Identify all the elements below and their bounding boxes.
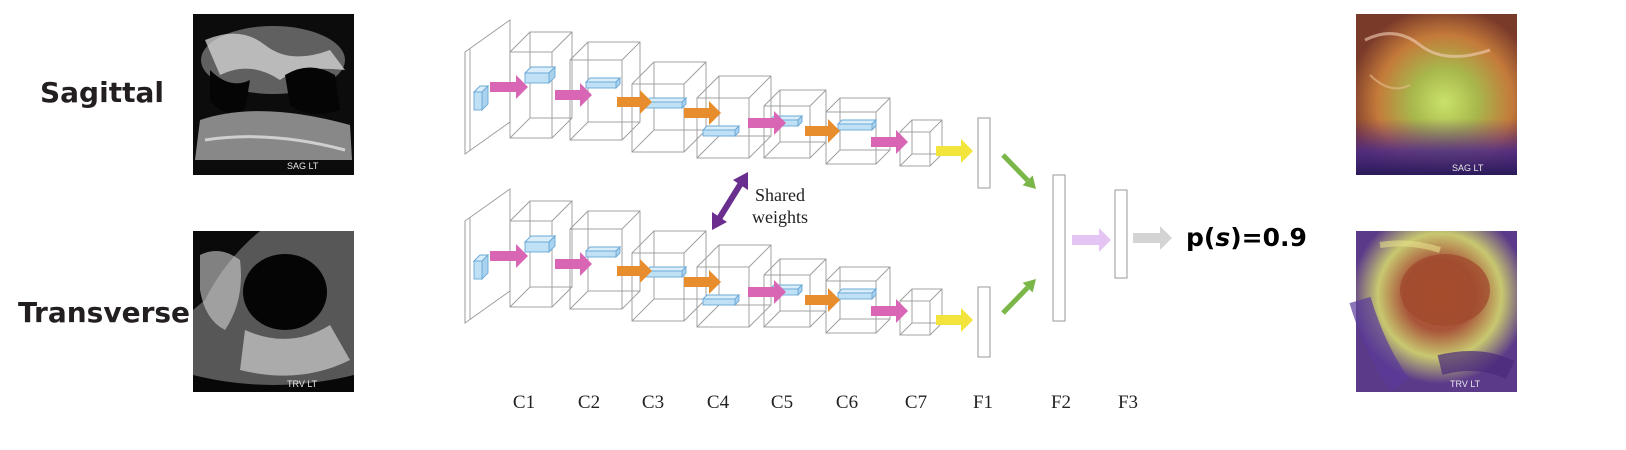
shared-weights-arrow bbox=[712, 172, 748, 230]
sagittal-arrow-5 bbox=[748, 111, 786, 135]
fusion-layers bbox=[1001, 153, 1172, 322]
sagittal-c7-volume bbox=[899, 119, 943, 167]
transverse-c3-kernel bbox=[644, 265, 688, 279]
probability-output: p(s)=0.9 bbox=[1186, 223, 1307, 252]
transverse-input-kernel bbox=[472, 253, 490, 281]
probability-variable: s bbox=[1215, 223, 1230, 252]
sagittal-arrow-4 bbox=[684, 101, 721, 125]
sagittal-c4-kernel bbox=[701, 124, 741, 138]
sagittal-c3-volume bbox=[631, 61, 707, 153]
transverse-c4-kernel bbox=[701, 293, 741, 307]
transverse-ultrasound-image: TRV LT bbox=[193, 231, 354, 392]
transverse-image-tag: TRV LT bbox=[287, 379, 318, 389]
probability-suffix: )=0.9 bbox=[1230, 223, 1307, 252]
layer-label-c5: C5 bbox=[771, 392, 793, 413]
layer-label-f3: F3 bbox=[1118, 392, 1138, 413]
sagittal-heatmap-tag: SAG LT bbox=[1452, 163, 1484, 173]
transverse-arrow-1 bbox=[490, 244, 528, 268]
transverse-heatmap-tag: TRV LT bbox=[1450, 379, 1481, 389]
sagittal-f1-slab bbox=[977, 117, 991, 189]
sagittal-cnn-branch bbox=[464, 19, 991, 189]
probability-prefix: p( bbox=[1186, 223, 1215, 252]
sagittal-ultrasound-image: SAG LT bbox=[193, 14, 354, 175]
transverse-c1-volume bbox=[509, 200, 573, 308]
gray-arrow bbox=[1133, 226, 1172, 250]
transverse-cnn-branch bbox=[464, 188, 991, 358]
layer-label-c1: C1 bbox=[513, 392, 535, 413]
green-arrow-bottom bbox=[1001, 279, 1036, 315]
transverse-arrow-5 bbox=[748, 280, 786, 304]
sagittal-c3-kernel bbox=[644, 96, 688, 110]
sagittal-c1-kernel bbox=[523, 65, 557, 85]
layer-label-f2: F2 bbox=[1051, 392, 1071, 413]
layer-label-c3: C3 bbox=[642, 392, 664, 413]
f2-slab bbox=[1052, 174, 1066, 322]
transverse-row-label: Transverse bbox=[18, 296, 191, 329]
sagittal-heatmap-image: SAG LT bbox=[1356, 14, 1517, 175]
layer-label-c7: C7 bbox=[905, 392, 927, 413]
sagittal-arrow-3 bbox=[617, 90, 652, 114]
shared-weights-label-line1: Shared bbox=[755, 185, 805, 205]
layer-label-c2: C2 bbox=[578, 392, 600, 413]
f3-slab bbox=[1114, 189, 1128, 279]
sagittal-image-tag: SAG LT bbox=[287, 161, 319, 171]
sagittal-c6-kernel bbox=[836, 118, 878, 132]
lavender-arrow bbox=[1072, 228, 1111, 252]
layer-label-c6: C6 bbox=[836, 392, 858, 413]
sagittal-arrow-2 bbox=[555, 83, 592, 107]
transverse-f1-slab bbox=[977, 286, 991, 358]
sagittal-arrow-7 bbox=[871, 130, 908, 154]
transverse-arrow-8 bbox=[936, 308, 973, 332]
transverse-arrow-3 bbox=[617, 259, 652, 283]
layer-label-c4: C4 bbox=[707, 392, 730, 413]
shared-weights-label-line2: weights bbox=[752, 207, 808, 227]
transverse-arrow-6 bbox=[805, 288, 840, 312]
transverse-c6-kernel bbox=[836, 287, 878, 301]
transverse-arrow-2 bbox=[555, 252, 592, 276]
sagittal-c1-volume bbox=[509, 31, 573, 139]
sagittal-arrow-6 bbox=[805, 119, 840, 143]
transverse-c2-kernel bbox=[584, 245, 622, 259]
sagittal-c2-kernel bbox=[584, 76, 622, 90]
sagittal-row-label: Sagittal bbox=[40, 76, 164, 109]
sagittal-arrow-8 bbox=[936, 139, 973, 163]
green-arrow-top bbox=[1001, 153, 1036, 189]
transverse-heatmap-image: TRV LT bbox=[1349, 231, 1517, 392]
sagittal-arrow-1 bbox=[490, 75, 528, 99]
layer-labels: C1 C2 C3 C4 C5 C6 C7 F1 F2 F3 bbox=[513, 392, 1138, 413]
transverse-arrow-4 bbox=[684, 270, 721, 294]
sagittal-input-kernel bbox=[472, 84, 490, 112]
layer-label-f1: F1 bbox=[973, 392, 993, 413]
transverse-c1-kernel bbox=[523, 234, 557, 254]
transverse-arrow-7 bbox=[871, 299, 908, 323]
